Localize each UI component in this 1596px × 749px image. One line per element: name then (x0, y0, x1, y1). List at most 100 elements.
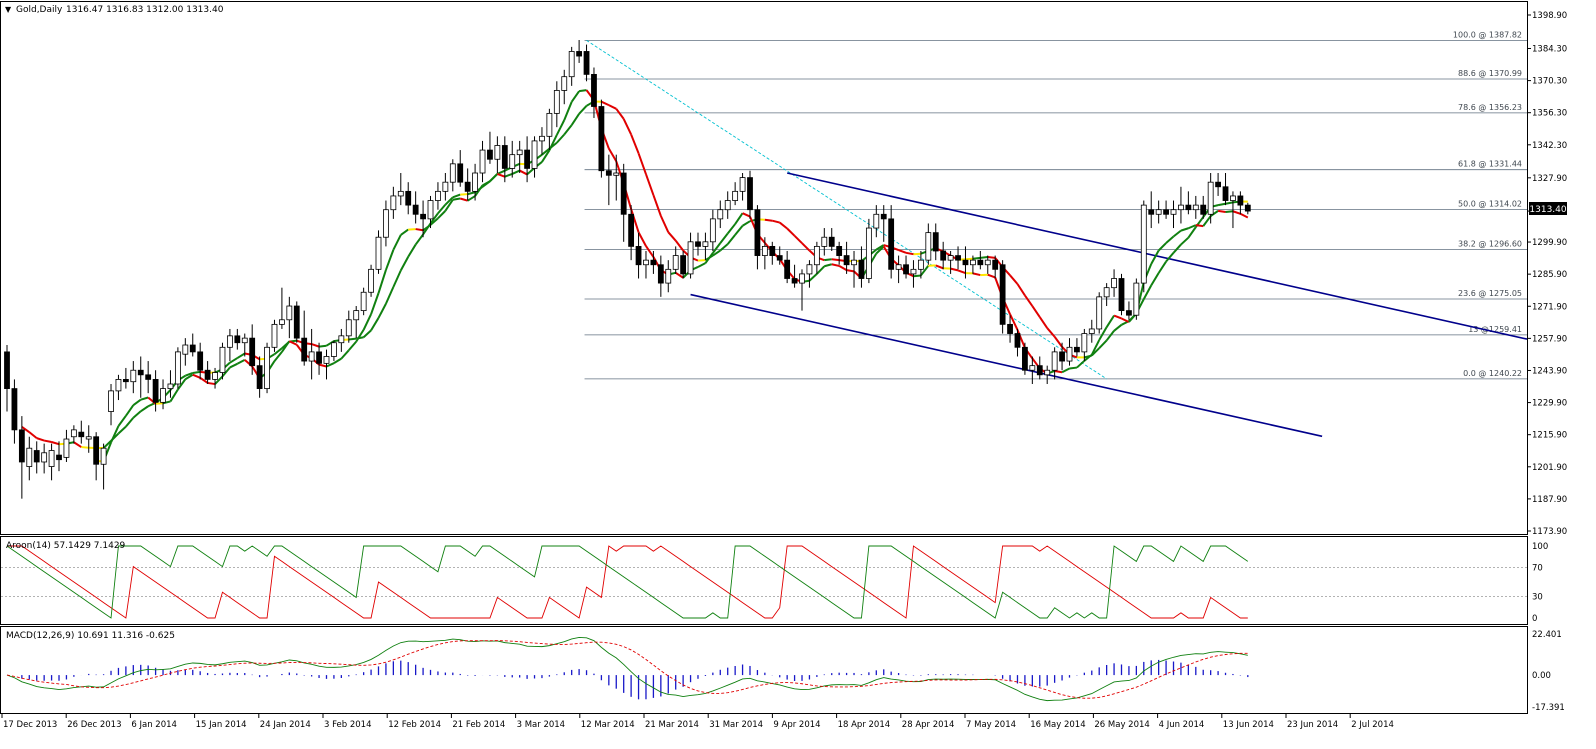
aroon-axis-label: 100 (1532, 542, 1548, 552)
candle-body (792, 279, 797, 284)
candle-body (837, 246, 842, 255)
candle-body (376, 237, 381, 269)
time-axis-label: 31 Mar 2014 (709, 720, 763, 730)
candle-body (651, 260, 656, 265)
fib-level-label: 88.6 @ 1370.99 (1458, 69, 1522, 78)
ma-fast-segment (832, 259, 839, 260)
candle-body (539, 136, 544, 141)
candle-body (19, 430, 24, 462)
price-axis-label: 1356.30 (1532, 109, 1567, 119)
candle-body (1008, 324, 1013, 333)
collapse-arrow-icon[interactable]: ▼ (5, 5, 12, 14)
candle-body (443, 182, 448, 191)
candle-body (331, 343, 336, 357)
ma-fast-segment (980, 257, 987, 258)
candle-body (762, 246, 767, 255)
price-axis-label: 1271.90 (1532, 302, 1567, 312)
candle-body (1037, 366, 1042, 375)
price-axis-label: 1299.90 (1532, 238, 1567, 248)
candle-body (881, 214, 886, 219)
candle-body (710, 219, 715, 242)
candle-body (1238, 196, 1243, 205)
ma-slow-segment (453, 198, 460, 199)
candle-body (852, 260, 857, 265)
time-axis-label: 3 Mar 2014 (517, 720, 565, 730)
candle-body (1126, 311, 1131, 316)
candle-body (190, 345, 195, 352)
ma-fast-segment (319, 346, 326, 347)
candle-body (1134, 283, 1139, 315)
fib-level-label: 50.0 @ 1314.02 (1458, 200, 1522, 209)
candle-body (933, 233, 938, 251)
price-axis-label: 1327.90 (1532, 174, 1567, 184)
candle-body (1097, 297, 1102, 329)
candle-body (1060, 352, 1065, 361)
candle-body (1193, 205, 1198, 210)
ma-fast-segment (1218, 204, 1225, 205)
candle-body (302, 338, 307, 361)
ma-slow-segment (1196, 225, 1203, 226)
candle-body (12, 389, 17, 430)
candle-body (1149, 210, 1154, 215)
time-axis-label: 15 Jan 2014 (196, 720, 247, 730)
time-axis-label: 26 Dec 2013 (67, 720, 121, 730)
candle-body (391, 196, 396, 210)
candle-body (666, 269, 671, 283)
current-price-tag: 1313.40 (1529, 202, 1567, 215)
candle-body (606, 171, 611, 176)
fib-level-label: 100.0 @ 1387.82 (1453, 30, 1522, 39)
ma-fast-segment (765, 220, 772, 221)
candle-body (829, 237, 834, 246)
macd-axis-label: 22.401 (1532, 630, 1562, 640)
time-axis-label: 2 Jul 2014 (1351, 720, 1394, 730)
candle-body (577, 51, 582, 56)
ma-fast-segment (81, 447, 88, 448)
candle-body (985, 260, 990, 265)
time-axis-label: 4 Jun 2014 (1159, 720, 1205, 730)
ma-slow-segment (1226, 211, 1233, 212)
candle-body (1082, 334, 1087, 352)
candle-body (123, 379, 128, 381)
candle-body (770, 246, 775, 255)
time-axis-label: 17 Dec 2013 (3, 720, 57, 730)
candle-body (242, 338, 247, 343)
candle-body (1164, 210, 1169, 215)
candle-body (495, 145, 500, 159)
ma-fast-segment (44, 441, 51, 442)
candle-body (5, 352, 10, 389)
candle-body (695, 242, 700, 247)
candle-body (1089, 329, 1094, 334)
ma-slow-segment (416, 229, 423, 230)
candle-body (161, 389, 166, 403)
current-price-tag-text: 1313.40 (1529, 205, 1566, 215)
candle-body (198, 352, 203, 370)
candle-body (525, 150, 530, 168)
candle-body (844, 256, 849, 265)
time-axis-label: 3 Feb 2014 (324, 720, 372, 730)
candle-body (42, 453, 47, 462)
candle-body (636, 246, 641, 264)
fib-level-label: 0.0 @ 1240.22 (1463, 369, 1522, 378)
ma-slow-segment (1069, 368, 1076, 369)
ma-fast-segment (349, 339, 356, 340)
candle-body (272, 324, 277, 347)
candle-body (1223, 187, 1228, 201)
candle-body (889, 219, 894, 269)
time-axis-label: 26 May 2014 (1094, 720, 1149, 730)
candle-body (1000, 265, 1005, 325)
candle-body (57, 455, 62, 460)
price-axis-label: 1285.90 (1532, 270, 1567, 280)
candle-body (807, 265, 812, 274)
candle-body (71, 430, 76, 437)
price-axis-label: 1173.90 (1532, 527, 1567, 537)
candle-body (866, 228, 871, 278)
candle-body (562, 77, 567, 91)
candle-body (1201, 205, 1206, 214)
candle-body (346, 320, 351, 336)
candle-body (584, 51, 589, 74)
candle-body (138, 370, 143, 375)
candle-body (1112, 279, 1117, 288)
price-axis-label: 1370.30 (1532, 77, 1567, 87)
